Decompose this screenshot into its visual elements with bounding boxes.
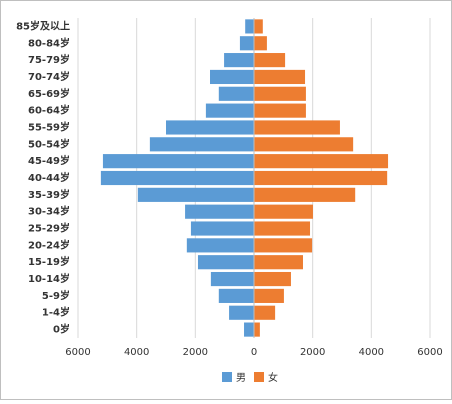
bar — [245, 19, 254, 34]
bar — [254, 271, 291, 287]
y-tick-label: 1-4岁 — [42, 306, 70, 319]
y-tick-label: 25-29岁 — [28, 222, 70, 235]
bar — [205, 103, 254, 118]
bar — [254, 238, 313, 253]
y-tick-label: 50-54岁 — [28, 137, 70, 150]
bar — [254, 19, 263, 34]
x-tick-label: 2000 — [183, 347, 208, 358]
bar — [239, 36, 254, 51]
bar — [244, 322, 254, 337]
bar — [254, 221, 311, 236]
y-tick-label: 80-84岁 — [28, 36, 70, 49]
bar — [197, 255, 254, 270]
y-tick-label: 60-64岁 — [28, 104, 70, 117]
x-tick-label: 4000 — [359, 347, 384, 358]
bar — [254, 154, 389, 169]
y-tick-label: 0岁 — [53, 323, 70, 336]
bar — [254, 305, 276, 320]
bar — [254, 255, 303, 270]
y-tick-label: 65-69岁 — [28, 87, 70, 100]
y-tick-label: 15-19岁 — [28, 255, 70, 268]
x-tick-label: 6000 — [65, 347, 90, 358]
legend-swatch — [222, 372, 232, 382]
y-tick-label: 35-39岁 — [28, 188, 70, 201]
bar — [186, 238, 254, 253]
bar — [229, 305, 254, 320]
bar — [218, 288, 254, 303]
y-tick-label: 70-74岁 — [28, 70, 70, 83]
bar — [254, 204, 313, 219]
legend-label: 女 — [268, 371, 278, 384]
bar — [149, 137, 254, 152]
bar — [254, 120, 340, 135]
y-tick-label: 85岁及以上 — [16, 19, 70, 32]
bar — [254, 103, 306, 118]
y-tick-label: 45-49岁 — [28, 154, 70, 167]
bar — [254, 322, 260, 337]
bar — [254, 170, 388, 186]
bar — [102, 154, 254, 169]
bar — [218, 86, 254, 101]
x-tick-label: 2000 — [300, 347, 325, 358]
bar — [166, 120, 254, 135]
bar — [137, 187, 254, 202]
bar — [254, 288, 284, 303]
y-tick-label: 20-24岁 — [28, 238, 70, 251]
legend-swatch — [254, 372, 264, 382]
y-tick-label: 10-14岁 — [28, 272, 70, 285]
y-tick-label: 75-79岁 — [28, 53, 70, 66]
bar — [254, 137, 354, 152]
y-tick-label: 55-59岁 — [28, 120, 70, 133]
x-tick-label: 4000 — [124, 347, 149, 358]
bar — [254, 69, 306, 85]
y-tick-label: 30-34岁 — [28, 205, 70, 218]
bar — [254, 36, 267, 51]
y-tick-label: 40-44岁 — [28, 171, 70, 184]
bar — [254, 187, 356, 202]
bar — [254, 53, 286, 68]
bar — [100, 170, 254, 186]
bar — [185, 204, 254, 219]
bar — [210, 69, 254, 85]
legend-label: 男 — [236, 372, 246, 384]
bar — [224, 53, 254, 68]
x-tick-label: 6000 — [417, 347, 442, 358]
y-tick-label: 5-9岁 — [42, 289, 70, 302]
bar — [254, 86, 306, 101]
x-tick-label: 0 — [251, 347, 257, 358]
bar — [210, 271, 254, 287]
bar — [190, 221, 254, 236]
